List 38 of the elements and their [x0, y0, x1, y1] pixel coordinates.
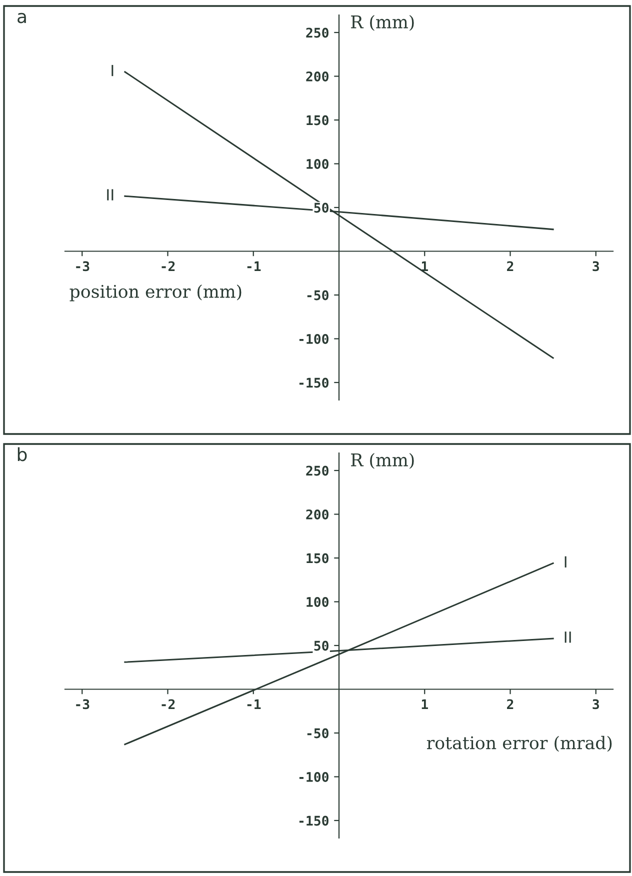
x-axis-title: position error (mm) — [70, 284, 242, 302]
y-tick-label: -50 — [307, 290, 328, 300]
y-tick-label: 50 — [314, 640, 328, 651]
y-tick-label: -50 — [307, 728, 328, 738]
y-axis-title: R (mm) — [351, 15, 414, 31]
x-tick-label: 2 — [507, 261, 514, 271]
x-tick-label: 1 — [422, 699, 428, 709]
x-tick-label: 3 — [592, 261, 599, 272]
y-tick-label: 150 — [306, 115, 328, 126]
x-tick-label: -3 — [76, 261, 90, 272]
series-label: II — [564, 632, 571, 643]
x-tick-label: -3 — [76, 699, 90, 710]
y-tick-label: 250 — [306, 466, 328, 476]
x-axis-title: rotation error (mrad) — [426, 736, 612, 752]
y-tick-label: 200 — [306, 71, 328, 82]
x-tick-label: -2 — [162, 699, 175, 709]
x-tick-label: 3 — [592, 699, 599, 710]
y-tick-label: -100 — [299, 772, 328, 782]
y-axis-title: R (mm) — [351, 453, 414, 469]
series-label: I — [112, 64, 114, 76]
y-tick-label: -150 — [299, 378, 328, 388]
chart-title: b — [18, 447, 27, 462]
y-tick-label: 200 — [306, 509, 328, 520]
chart-title: a — [18, 12, 26, 24]
x-tick-label: 2 — [507, 699, 514, 709]
series-label: I — [564, 556, 566, 568]
x-tick-label: -2 — [162, 261, 175, 271]
y-tick-label: 50 — [314, 202, 328, 213]
series-label: II — [107, 189, 114, 200]
x-tick-label: 1 — [422, 261, 428, 271]
y-tick-label: 250 — [306, 28, 328, 38]
y-tick-label: 100 — [306, 596, 328, 607]
y-tick-label: 100 — [306, 158, 328, 169]
y-tick-label: -150 — [299, 816, 328, 826]
y-tick-label: 150 — [306, 553, 328, 564]
x-tick-label: -1 — [247, 261, 261, 271]
y-tick-label: -100 — [299, 334, 328, 344]
x-tick-label: -1 — [247, 699, 261, 709]
